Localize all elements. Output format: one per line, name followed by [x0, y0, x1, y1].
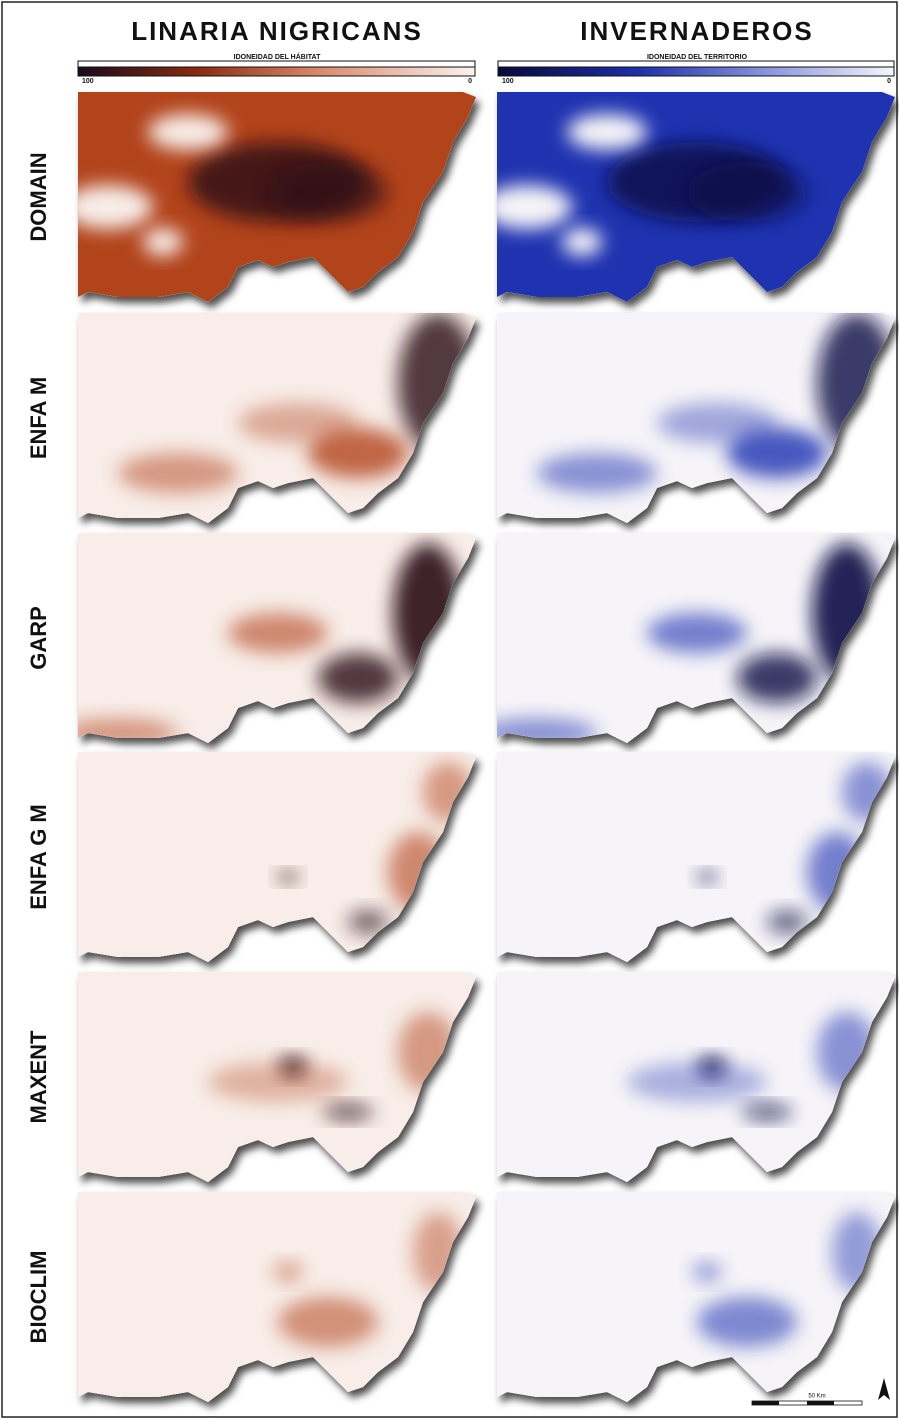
map-panel: [497, 313, 895, 523]
map-region: [393, 543, 463, 683]
row-label: DOMAIN: [26, 152, 51, 241]
map-region: [807, 832, 867, 912]
scale-label: 50 Km: [808, 1394, 825, 1400]
row-label: ENFA G M: [26, 804, 51, 910]
map-region: [537, 453, 657, 493]
map-region: [737, 653, 817, 703]
map-base: [78, 1192, 476, 1402]
map-surface: [78, 972, 476, 1182]
map-region: [562, 228, 602, 256]
map-region: [497, 718, 597, 743]
map-region: [647, 613, 747, 653]
row-label: BIOCLIM: [26, 1251, 51, 1344]
map-region: [348, 910, 388, 934]
map-panel: [78, 533, 476, 743]
map-panel: [497, 1192, 895, 1402]
map-surface: [497, 752, 895, 962]
map-surface: [78, 752, 476, 962]
map-region: [278, 1297, 378, 1347]
map-panel: [78, 972, 476, 1182]
map-region: [398, 1012, 458, 1092]
map-region: [687, 162, 807, 222]
map-region: [423, 762, 473, 822]
map-surface: [497, 92, 895, 302]
map-region: [567, 114, 647, 150]
map-region: [228, 613, 328, 653]
map-region: [238, 403, 358, 443]
map-region: [78, 718, 178, 743]
column-title: INVERNADEROS: [580, 16, 813, 46]
row-label: ENFA M: [26, 377, 51, 459]
map-region: [208, 1062, 348, 1102]
map-surface: [78, 1192, 476, 1402]
map-region: [388, 832, 448, 912]
map-region: [697, 1297, 797, 1347]
map-region: [812, 543, 882, 683]
north-label: N: [882, 1390, 886, 1396]
map-surface: [497, 972, 895, 1182]
map-region: [497, 185, 572, 229]
map-region: [767, 910, 807, 934]
legend-title: IDONEIDAD DEL TERRITORIO: [647, 54, 748, 61]
legend-header: [497, 60, 895, 68]
map-region: [817, 313, 895, 453]
map-region: [323, 1104, 373, 1120]
map-panel: [497, 533, 895, 743]
map-region: [118, 453, 238, 493]
map-surface: [497, 1192, 895, 1402]
map-region: [697, 871, 717, 883]
map-region: [817, 1012, 877, 1092]
map-region: [308, 428, 408, 478]
map-panel: [78, 752, 476, 962]
map-surface: [497, 533, 895, 743]
north-arrow: N: [878, 1378, 890, 1400]
map-region: [727, 428, 827, 478]
map-surface: [497, 313, 895, 523]
map-panel: [497, 752, 895, 962]
map-region: [268, 162, 388, 222]
scale-bar: 50 Km: [751, 1394, 863, 1406]
map-panel: [497, 972, 895, 1182]
map-region: [143, 228, 183, 256]
map-surface: [78, 92, 476, 302]
legend-min: 0: [887, 78, 891, 85]
map-region: [273, 1262, 303, 1282]
map-panel: [78, 1192, 476, 1402]
map-surface: [78, 533, 476, 743]
map-region: [413, 1212, 463, 1292]
map-region: [692, 1262, 722, 1282]
legend-max: 100: [502, 78, 514, 85]
map-region: [398, 313, 476, 453]
map-region: [832, 1212, 882, 1292]
map-surface: [78, 313, 476, 523]
legend-title: IDONEIDAD DEL HÁBITAT: [234, 52, 321, 61]
legend-min: 0: [468, 78, 472, 85]
map-base: [497, 1192, 895, 1402]
map-region: [627, 1062, 767, 1102]
legend-max: 100: [82, 78, 94, 85]
map-panel: [497, 92, 895, 302]
map-region: [78, 185, 153, 229]
map-region: [742, 1104, 792, 1120]
row-label: GARP: [26, 606, 51, 670]
column-title: LINARIA NIGRICANS: [131, 16, 423, 46]
map-panel: [78, 313, 476, 523]
map-region: [318, 653, 398, 703]
legend-header: [77, 60, 476, 68]
map-region: [842, 762, 892, 822]
map-region: [657, 403, 777, 443]
map-panel: [78, 92, 476, 302]
map-region: [278, 871, 298, 883]
map-region: [148, 114, 228, 150]
row-label: MAXENT: [26, 1030, 51, 1123]
